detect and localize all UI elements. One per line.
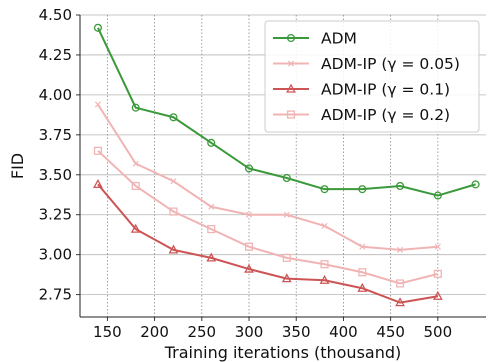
data-point <box>93 23 102 32</box>
data-point <box>433 191 442 200</box>
series-3 <box>93 146 442 288</box>
data-point <box>244 164 254 173</box>
legend-item: ADM-IP (γ = 0.2) <box>273 106 450 124</box>
data-point <box>357 282 368 292</box>
data-point <box>395 297 405 307</box>
data-point <box>244 242 254 251</box>
legend-box <box>264 20 480 133</box>
data-point <box>434 243 441 250</box>
x-tick-label: 150 <box>93 323 122 341</box>
y-tick-label: 2.75 <box>39 286 72 304</box>
series-lines <box>93 23 480 307</box>
data-point <box>208 203 215 210</box>
tick-labels: 2.75 3.00 3.25 3.50 3.75 4.00 4.25 4.50 150 200 25… <box>39 6 453 341</box>
series-line <box>97 103 438 251</box>
legend-marker <box>287 60 295 67</box>
x-tick-label: 200 <box>140 323 169 341</box>
data-point <box>206 252 217 262</box>
x-marker-stroke <box>208 203 215 210</box>
x-tick-label: 250 <box>187 323 216 341</box>
series-line <box>97 27 476 197</box>
data-point <box>319 274 330 284</box>
y-tick-label: 3.00 <box>39 246 72 264</box>
data-point <box>359 243 366 250</box>
data-point <box>170 178 177 185</box>
x-marker-stroke <box>283 211 290 218</box>
series-line <box>97 183 439 304</box>
series-2 <box>93 179 443 307</box>
x-tick-label: 300 <box>235 323 264 341</box>
x-tick-label: 400 <box>329 323 358 341</box>
data-point <box>432 290 443 300</box>
legend-label: ADM <box>321 30 357 48</box>
x-axis-title: Training iterations (thousand) <box>164 343 402 362</box>
data-point <box>283 211 290 218</box>
data-point <box>207 138 216 147</box>
x-marker-stroke <box>94 101 101 108</box>
data-point <box>358 268 367 277</box>
x-marker-stroke <box>359 243 366 250</box>
data-point <box>94 101 101 108</box>
x-tick-label: 450 <box>376 323 405 341</box>
legend-label: ADM-IP (γ = 0.2) <box>321 106 450 124</box>
data-point <box>281 273 292 283</box>
data-point <box>320 260 329 269</box>
legend-item: ADM <box>273 30 357 48</box>
x-marker-stroke <box>170 178 177 185</box>
x-marker-stroke <box>397 246 404 253</box>
x-marker-stroke <box>132 160 139 167</box>
legend-label: ADM-IP (γ = 0.05) <box>321 55 460 73</box>
data-point <box>321 222 328 229</box>
data-point <box>207 225 216 234</box>
legend-marker <box>286 110 296 119</box>
axes <box>76 14 486 321</box>
x-marker-stroke <box>287 60 295 67</box>
data-point <box>169 207 178 216</box>
y-tick-label: 3.25 <box>39 206 72 224</box>
x-tick-label: 500 <box>424 323 453 341</box>
data-point <box>471 180 480 189</box>
y-tick-label: 4.50 <box>39 6 72 24</box>
data-point <box>130 223 141 233</box>
data-point <box>358 185 367 194</box>
data-point <box>282 173 291 183</box>
legend: ADM ADM-IP (γ = 0.05) ADM-IP (γ = 0.1) ADM-… <box>264 20 480 133</box>
y-tick-label: 4.00 <box>39 86 72 104</box>
x-marker-stroke <box>434 243 441 250</box>
data-point <box>397 246 404 253</box>
data-point <box>132 160 139 167</box>
data-point <box>433 269 442 278</box>
data-point <box>131 181 140 191</box>
data-point <box>396 181 405 191</box>
x-marker-stroke <box>245 211 253 218</box>
data-point <box>131 103 140 112</box>
data-point <box>396 279 405 288</box>
legend-marker <box>286 33 296 43</box>
data-point <box>169 113 178 122</box>
legend-item: ADM-IP (γ = 0.1) <box>273 81 450 99</box>
legend-label: ADM-IP (γ = 0.1) <box>321 81 450 99</box>
y-tick-label: 3.50 <box>39 166 72 184</box>
y-tick-label: 4.25 <box>39 46 72 64</box>
y-axis-title: FID <box>8 153 27 179</box>
data-point <box>282 253 291 262</box>
data-point <box>93 146 102 155</box>
series-0 <box>93 23 480 200</box>
data-point <box>244 263 254 273</box>
x-marker-stroke <box>321 222 328 229</box>
series-1 <box>94 101 441 253</box>
legend-marker <box>286 83 296 93</box>
series-line <box>97 150 439 285</box>
data-point <box>245 211 253 218</box>
data-point <box>93 179 103 189</box>
y-tick-label: 3.75 <box>39 126 72 144</box>
x-tick-label: 350 <box>282 323 311 341</box>
legend-item: ADM-IP (γ = 0.05) <box>273 55 460 73</box>
data-point <box>320 185 329 194</box>
data-point <box>168 244 179 254</box>
